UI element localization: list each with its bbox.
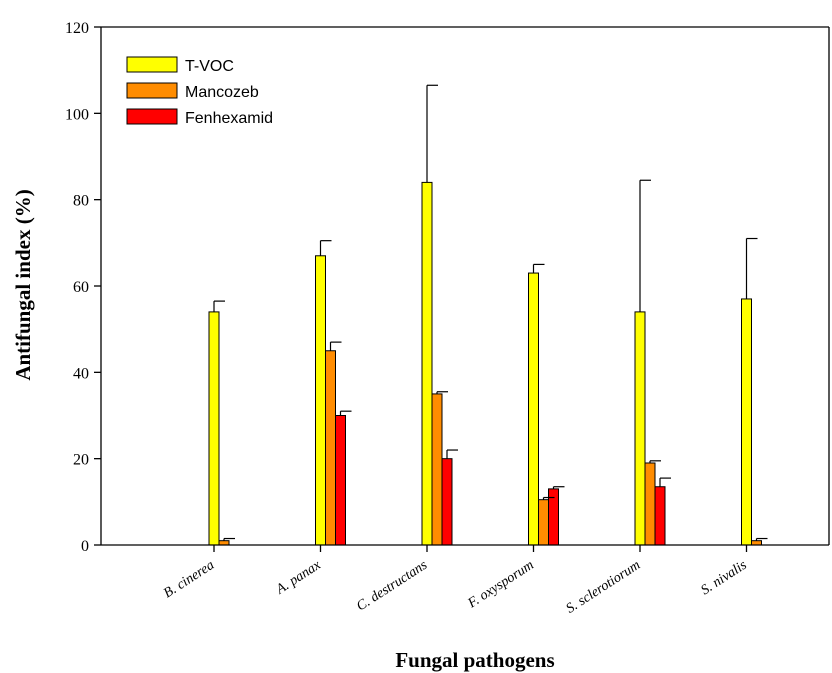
bar-t-voc bbox=[528, 272, 539, 546]
legend-label: T-VOC bbox=[185, 58, 234, 75]
y-tick-label: 120 bbox=[65, 20, 89, 37]
error-bars-layer bbox=[213, 84, 768, 541]
category-label: S. sclerotiorum bbox=[564, 558, 643, 617]
bar-t-voc bbox=[208, 311, 220, 546]
category-label: C. destructans bbox=[354, 557, 430, 614]
bar-mancozeb bbox=[431, 393, 443, 546]
category-label: S. nivalis bbox=[698, 557, 750, 598]
legend-swatch bbox=[126, 82, 178, 99]
y-axis-title: Antifungal index (%) bbox=[11, 189, 35, 380]
y-ticks-layer: 0 20 40 60 80 100 120 bbox=[65, 20, 101, 555]
legend: T-VOC Mancozeb Fenhexamid bbox=[126, 56, 273, 127]
legend-label: Mancozeb bbox=[185, 84, 259, 101]
bar-mancozeb bbox=[538, 499, 549, 546]
y-tick-label: 20 bbox=[73, 452, 89, 469]
category-label: B. cinerea bbox=[161, 558, 217, 602]
y-tick-label: 40 bbox=[73, 365, 89, 382]
y-tick-label: 0 bbox=[81, 538, 89, 555]
y-tick-label: 60 bbox=[73, 279, 89, 296]
category-label: F. oxysporum bbox=[465, 558, 537, 612]
legend-label: Fenhexamid bbox=[185, 110, 273, 127]
y-tick-label: 80 bbox=[73, 193, 89, 210]
bar-mancozeb bbox=[325, 350, 336, 546]
bar-t-voc bbox=[315, 255, 326, 546]
legend-swatch bbox=[126, 108, 178, 125]
y-tick-label: 100 bbox=[65, 106, 89, 123]
bar-t-voc bbox=[421, 181, 433, 546]
bar-fenhexamid bbox=[654, 486, 666, 546]
category-labels-layer: B. cinerea A. panax C. destructans F. oxysp… bbox=[161, 557, 750, 616]
legend-swatch bbox=[126, 56, 178, 73]
category-label: A. panax bbox=[273, 557, 324, 598]
x-axis-title: Fungal pathogens bbox=[395, 648, 554, 672]
bar-fenhexamid bbox=[335, 415, 346, 546]
bars-layer bbox=[208, 181, 762, 546]
bar-fenhexamid bbox=[441, 458, 453, 546]
bar-t-voc bbox=[634, 311, 646, 546]
bar-t-voc bbox=[741, 298, 752, 546]
bar-mancozeb bbox=[644, 462, 656, 546]
